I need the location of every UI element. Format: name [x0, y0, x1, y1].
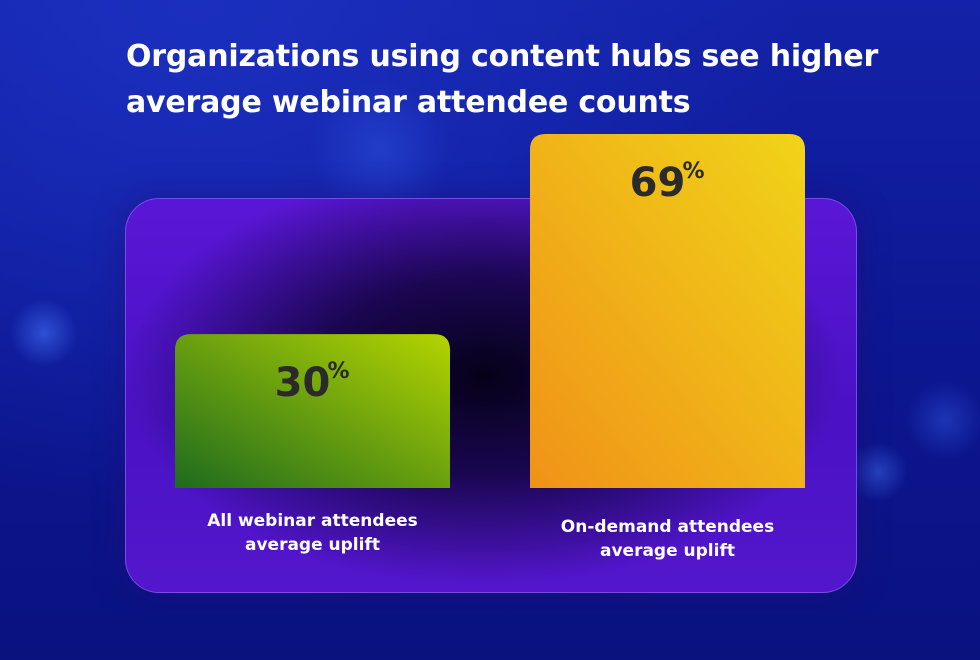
category-label-2: On-demand attendees average uplift: [561, 517, 774, 561]
bar-value-label-2: 69: [630, 160, 686, 206]
page-title: Organizations using content hubs see hig…: [126, 39, 879, 120]
bar-1: [175, 334, 450, 488]
bar-unit-label-1: %: [328, 359, 350, 384]
bar-unit-label-2: %: [683, 159, 705, 184]
category-label-1: All webinar attendees average uplift: [207, 511, 418, 555]
bar-2: [530, 134, 805, 488]
bar-value-label-1: 30: [275, 360, 331, 406]
